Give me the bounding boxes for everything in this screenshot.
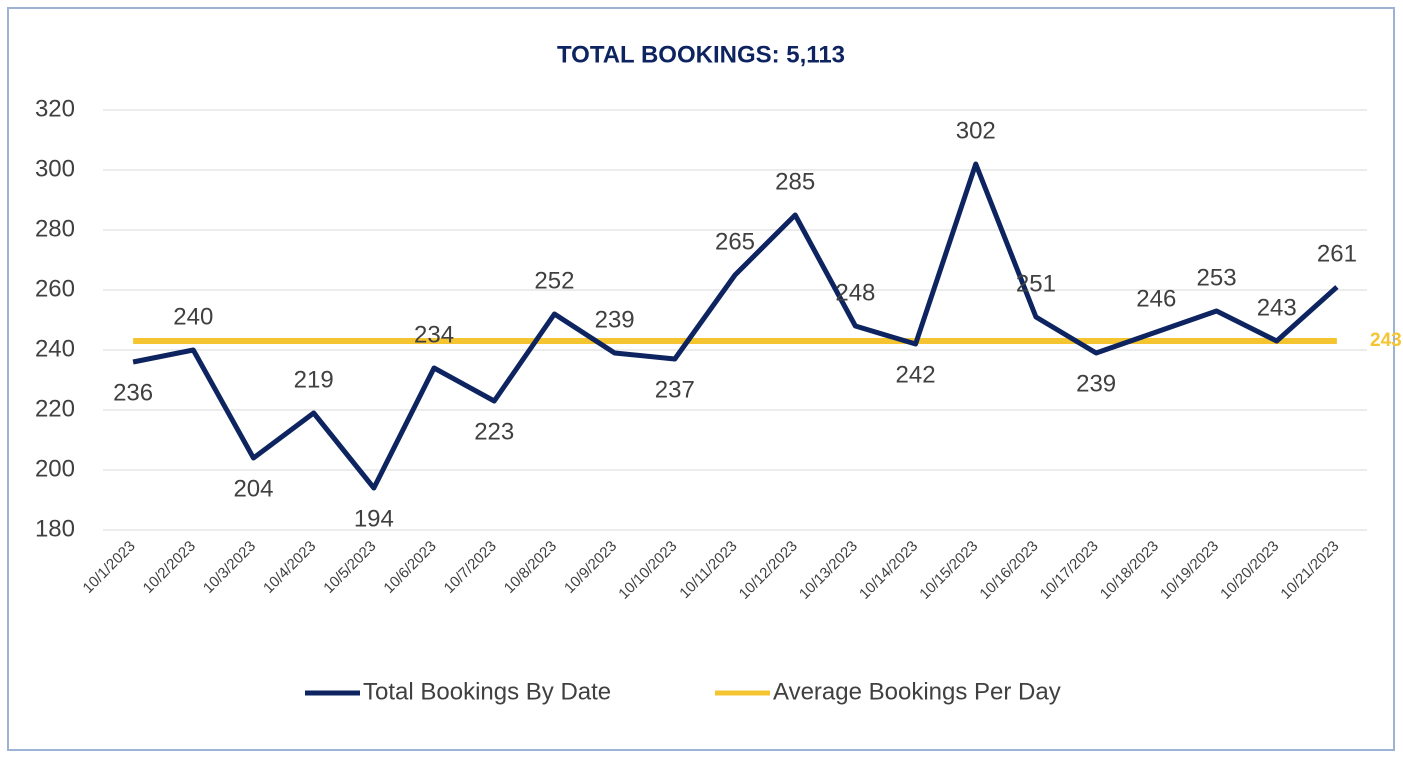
data-label: 223: [474, 418, 514, 445]
y-tick-label: 320: [35, 95, 75, 122]
data-label: 261: [1317, 240, 1357, 267]
data-label: 239: [595, 306, 635, 333]
data-label: 219: [294, 366, 334, 393]
series-line: [132, 161, 1339, 491]
y-tick-label: 260: [35, 275, 75, 302]
data-label: 243: [1257, 294, 1297, 321]
data-label: 265: [715, 228, 755, 255]
data-label: 253: [1197, 264, 1237, 291]
data-label: 243: [1370, 330, 1402, 351]
data-label: 248: [835, 279, 875, 306]
data-label: 240: [173, 303, 213, 330]
data-label: 251: [1016, 270, 1056, 297]
y-tick-label: 280: [35, 215, 75, 242]
y-tick-label: 240: [35, 335, 75, 362]
y-tick-label: 180: [35, 515, 75, 542]
data-label: 252: [534, 267, 574, 294]
legend-label: Average Bookings Per Day: [773, 678, 1061, 705]
data-label: 285: [775, 168, 815, 195]
data-label: 237: [655, 376, 695, 403]
data-label: 204: [233, 475, 273, 502]
legend-label: Total Bookings By Date: [363, 678, 611, 705]
chart-title: TOTAL BOOKINGS: 5,113: [557, 41, 845, 68]
data-label: 194: [354, 505, 394, 532]
data-label: 236: [113, 379, 153, 406]
y-tick-label: 300: [35, 155, 75, 182]
data-label: 302: [956, 117, 996, 144]
y-tick-label: 220: [35, 395, 75, 422]
chart-border: [7, 7, 1395, 751]
data-label: 239: [1076, 370, 1116, 397]
data-label: 234: [414, 321, 454, 348]
data-label: 242: [896, 361, 936, 388]
data-label: 246: [1136, 285, 1176, 312]
y-tick-label: 200: [35, 455, 75, 482]
